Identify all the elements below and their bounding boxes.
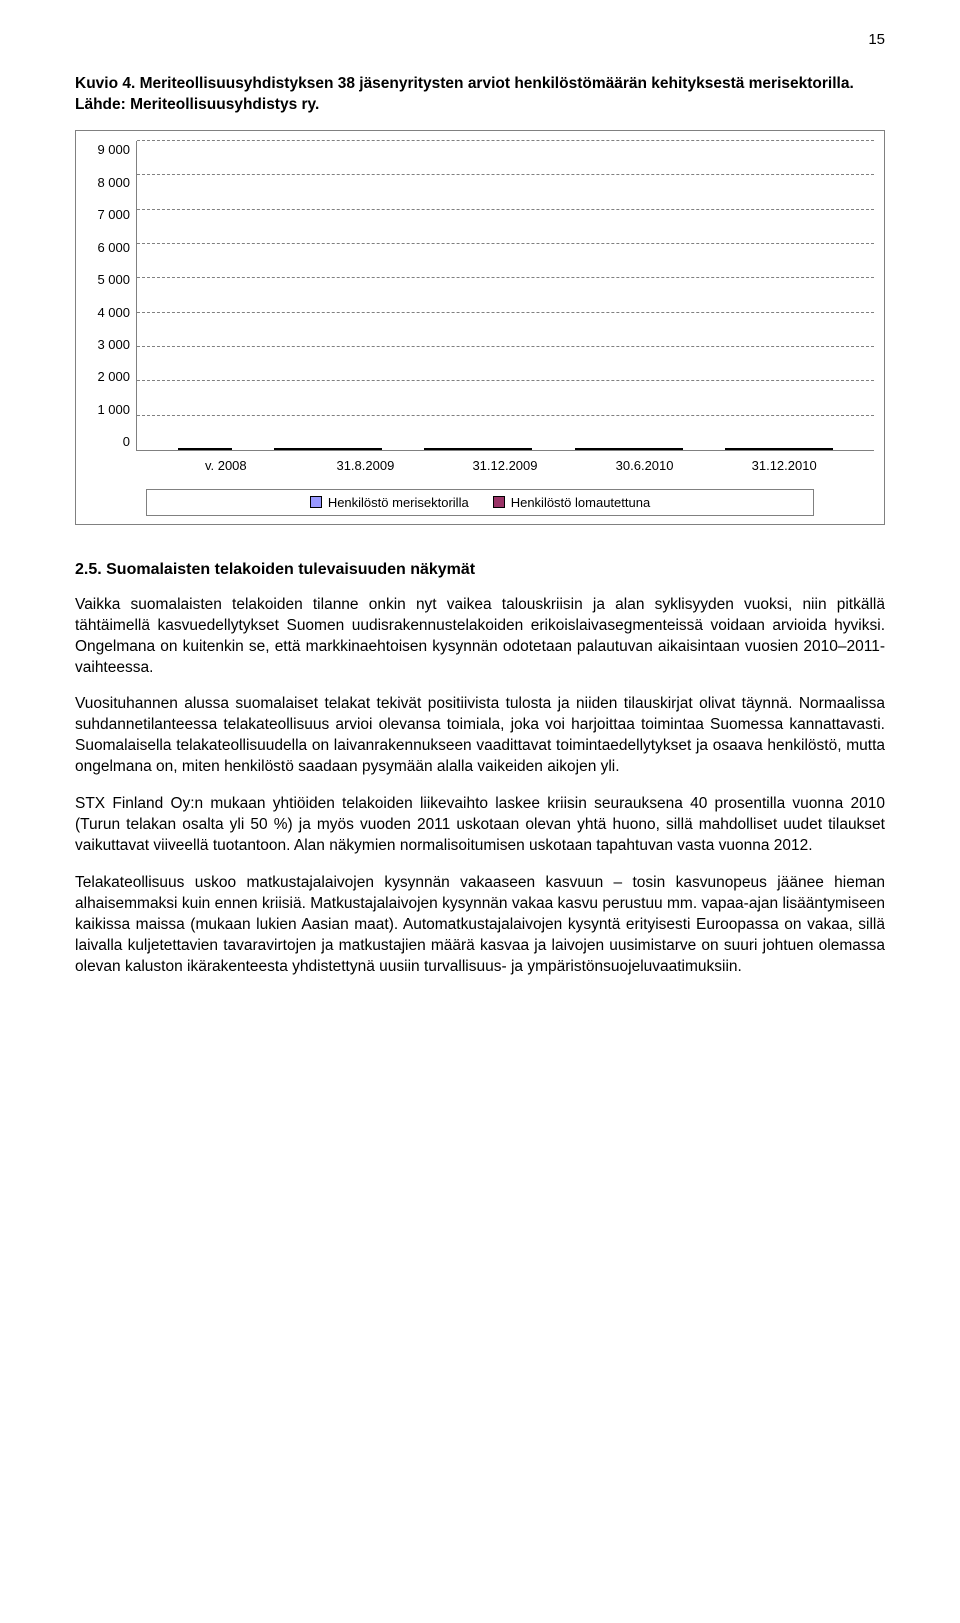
bar: [328, 448, 382, 450]
y-tick-label: 4 000: [97, 304, 130, 322]
x-tick-label: 31.12.2009: [450, 457, 560, 475]
grid-line: [137, 380, 874, 381]
bar-group: [274, 448, 382, 450]
legend-swatch: [310, 496, 322, 508]
paragraph: STX Finland Oy:n mukaan yhtiöiden telako…: [75, 794, 885, 857]
bar: [178, 448, 232, 450]
paragraph: Telakateollisuus uskoo matkustajalaivoje…: [75, 873, 885, 978]
grid-line: [137, 312, 874, 313]
paragraph: Vaikka suomalaisten telakoiden tilanne o…: [75, 595, 885, 679]
y-tick-label: 6 000: [97, 239, 130, 257]
grid-line: [137, 415, 874, 416]
bar: [575, 448, 629, 450]
grid-line: [137, 140, 874, 141]
y-tick-label: 5 000: [97, 271, 130, 289]
y-axis-labels: 9 000 8 000 7 000 6 000 5 000 4 000 3 000 2 000…: [86, 141, 136, 451]
y-tick-label: 1 000: [97, 401, 130, 419]
legend-swatch: [493, 496, 505, 508]
bar: [779, 448, 833, 450]
paragraph: Vuosituhannen alussa suomalaiset telakat…: [75, 694, 885, 778]
x-tick-label: 31.12.2010: [729, 457, 839, 475]
grid-line: [137, 277, 874, 278]
y-tick-label: 0: [123, 433, 130, 451]
bar-group: [178, 448, 232, 450]
y-tick-label: 3 000: [97, 336, 130, 354]
bar: [274, 448, 328, 450]
bar-group: [725, 448, 833, 450]
grid-line: [137, 243, 874, 244]
y-tick-label: 8 000: [97, 174, 130, 192]
grid-line: [137, 209, 874, 210]
section-heading: 2.5. Suomalaisten telakoiden tulevaisuud…: [75, 559, 885, 581]
legend-item: Henkilöstö merisektorilla: [310, 494, 469, 512]
legend-label: Henkilöstö lomautettuna: [511, 494, 650, 512]
x-tick-label: v. 2008: [171, 457, 281, 475]
grid-line: [137, 174, 874, 175]
y-tick-label: 2 000: [97, 368, 130, 386]
legend-item: Henkilöstö lomautettuna: [493, 494, 650, 512]
y-tick-label: 9 000: [97, 141, 130, 159]
page-number: 15: [75, 30, 885, 50]
bar: [629, 448, 683, 450]
plot-area: [136, 141, 874, 451]
grid-line: [137, 346, 874, 347]
x-axis-labels: v. 2008 31.8.2009 31.12.2009 30.6.2010 31.12…: [136, 451, 874, 475]
x-tick-label: 31.8.2009: [310, 457, 420, 475]
x-tick-label: 30.6.2010: [590, 457, 700, 475]
bar-group: [424, 448, 532, 450]
legend-label: Henkilöstö merisektorilla: [328, 494, 469, 512]
chart-legend: Henkilöstö merisektorilla Henkilöstö loma…: [146, 489, 814, 517]
y-tick-label: 7 000: [97, 206, 130, 224]
figure-caption: Kuvio 4. Meriteollisuusyhdistyksen 38 jä…: [75, 74, 885, 116]
bar: [725, 448, 779, 450]
bar-chart: 9 000 8 000 7 000 6 000 5 000 4 000 3 000 2 000…: [75, 130, 885, 525]
bar-group: [575, 448, 683, 450]
bar: [478, 448, 532, 450]
bar: [424, 448, 478, 450]
